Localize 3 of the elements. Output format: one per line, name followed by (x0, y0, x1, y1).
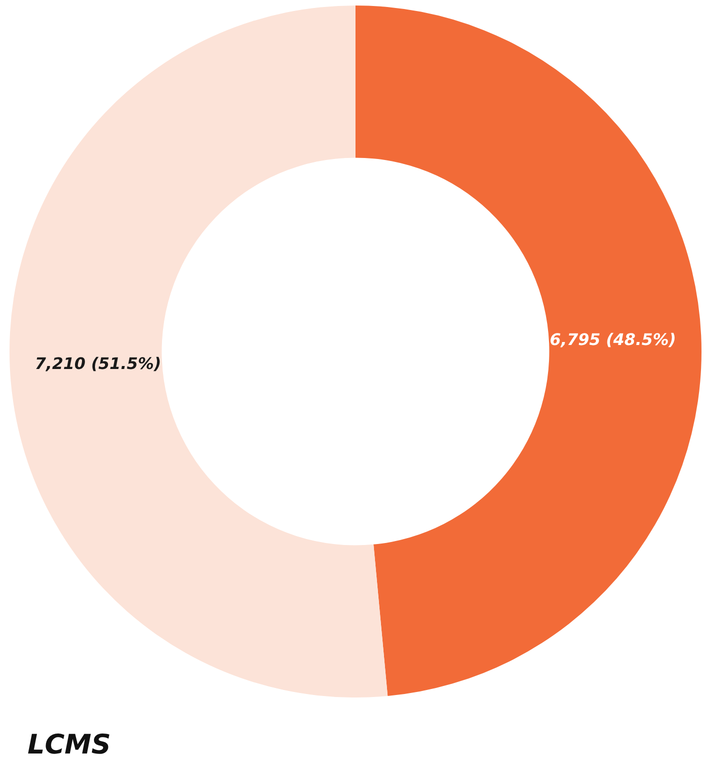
data-label: 6,795 (48.5%) (550, 330, 676, 350)
text: LCMS (28, 730, 111, 760)
data-label: 7,210 (51.5%) (34, 354, 162, 373)
